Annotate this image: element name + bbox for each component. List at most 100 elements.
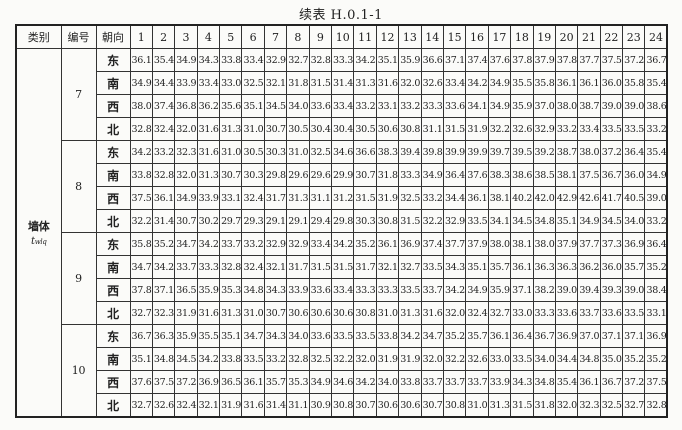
value-cell: 38.3 xyxy=(375,140,400,164)
value-cell: 35.1 xyxy=(465,255,489,279)
value-cell: 39.9 xyxy=(442,140,467,164)
value-cell: 33.5 xyxy=(420,255,444,279)
symbol-main: t xyxy=(30,236,35,247)
orientation-cell: 西 xyxy=(95,186,131,210)
value-cell: 31.3 xyxy=(196,163,221,187)
value-cell: 29.6 xyxy=(308,163,333,187)
value-cell: 37.5 xyxy=(644,370,668,394)
value-cell: 36.4 xyxy=(510,324,534,348)
value-cell: 42.0 xyxy=(532,186,556,210)
value-cell: 38.0 xyxy=(577,140,601,164)
value-cell: 34.9 xyxy=(129,71,153,95)
value-cell: 31.8 xyxy=(532,393,556,418)
value-cell: 35.1 xyxy=(129,347,153,371)
header-hour: 12 xyxy=(375,24,400,49)
value-cell: 30.6 xyxy=(308,301,333,325)
value-cell: 32.2 xyxy=(420,209,444,233)
value-cell: 30.4 xyxy=(308,117,333,141)
value-cell: 30.7 xyxy=(420,393,444,418)
value-cell: 30.8 xyxy=(375,209,400,233)
value-cell: 33.2 xyxy=(151,140,176,164)
value-cell: 34.2 xyxy=(196,347,221,371)
value-cell: 36.5 xyxy=(174,278,198,302)
value-cell: 33.9 xyxy=(286,278,310,302)
value-cell: 34.1 xyxy=(465,94,489,118)
value-cell: 32.9 xyxy=(532,117,556,141)
value-cell: 38.7 xyxy=(554,140,579,164)
value-cell: 35.2 xyxy=(622,347,646,371)
value-cell: 30.6 xyxy=(286,301,310,325)
value-cell: 32.2 xyxy=(129,209,153,233)
value-cell: 31.3 xyxy=(487,393,512,418)
value-cell: 35.7 xyxy=(465,324,489,348)
value-cell: 35.2 xyxy=(644,255,668,279)
value-cell: 32.7 xyxy=(398,255,422,279)
value-cell: 29.6 xyxy=(286,163,310,187)
value-cell: 29.9 xyxy=(331,163,355,187)
value-cell: 32.7 xyxy=(487,301,512,325)
value-cell: 31.9 xyxy=(375,347,400,371)
number-cell: 7 xyxy=(60,48,97,141)
value-cell: 38.3 xyxy=(487,163,512,187)
value-cell: 29.1 xyxy=(263,209,288,233)
value-cell: 32.0 xyxy=(420,347,444,371)
value-cell: 35.4 xyxy=(554,370,579,394)
value-cell: 35.8 xyxy=(622,71,646,95)
value-cell: 34.8 xyxy=(532,209,556,233)
value-cell: 32.3 xyxy=(577,393,601,418)
value-cell: 35.3 xyxy=(219,278,243,302)
value-cell: 32.5 xyxy=(308,140,333,164)
value-cell: 34.3 xyxy=(510,370,534,394)
value-cell: 31.9 xyxy=(174,301,198,325)
value-cell: 34.7 xyxy=(174,232,198,256)
value-cell: 33.6 xyxy=(554,301,579,325)
value-cell: 34.3 xyxy=(442,255,467,279)
value-cell: 35.4 xyxy=(151,48,176,72)
value-cell: 33.2 xyxy=(644,117,668,141)
value-cell: 36.6 xyxy=(420,48,444,72)
value-cell: 36.0 xyxy=(622,163,646,187)
value-cell: 36.9 xyxy=(554,324,579,348)
value-cell: 30.7 xyxy=(263,117,288,141)
value-cell: 33.3 xyxy=(420,94,444,118)
header-hour: 6 xyxy=(241,24,265,49)
value-cell: 36.1 xyxy=(577,370,601,394)
value-cell: 33.7 xyxy=(465,370,489,394)
value-cell: 35.8 xyxy=(532,71,556,95)
header-orientation: 朝向 xyxy=(95,24,131,49)
value-cell: 36.0 xyxy=(599,71,624,95)
value-cell: 30.6 xyxy=(375,393,400,418)
symbol-subscript: wlq xyxy=(34,238,47,246)
value-cell: 35.1 xyxy=(219,324,243,348)
value-cell: 30.2 xyxy=(196,209,221,233)
value-cell: 32.0 xyxy=(174,163,198,187)
value-cell: 34.8 xyxy=(532,370,556,394)
value-cell: 32.9 xyxy=(263,232,288,256)
value-cell: 36.7 xyxy=(129,324,153,348)
value-cell: 32.0 xyxy=(353,347,377,371)
value-cell: 33.3 xyxy=(331,48,355,72)
value-cell: 33.7 xyxy=(174,255,198,279)
value-cell: 36.2 xyxy=(196,94,221,118)
orientation-cell: 南 xyxy=(95,163,131,187)
value-cell: 37.0 xyxy=(532,94,556,118)
value-cell: 33.5 xyxy=(241,347,265,371)
value-cell: 36.4 xyxy=(622,140,646,164)
header-hour: 16 xyxy=(465,24,489,49)
value-cell: 38.1 xyxy=(487,186,512,210)
header-hour: 14 xyxy=(420,24,444,49)
orientation-cell: 西 xyxy=(95,370,131,394)
value-cell: 33.6 xyxy=(599,301,624,325)
value-cell: 33.3 xyxy=(196,255,221,279)
value-cell: 32.8 xyxy=(219,255,243,279)
value-cell: 36.7 xyxy=(599,163,624,187)
value-cell: 33.5 xyxy=(398,278,422,302)
value-cell: 32.8 xyxy=(151,163,176,187)
value-cell: 31.3 xyxy=(353,71,377,95)
value-cell: 33.6 xyxy=(308,324,333,348)
value-cell: 34.0 xyxy=(286,324,310,348)
value-cell: 35.8 xyxy=(129,232,153,256)
value-cell: 33.0 xyxy=(219,71,243,95)
value-cell: 30.7 xyxy=(353,393,377,418)
value-cell: 33.2 xyxy=(263,347,288,371)
